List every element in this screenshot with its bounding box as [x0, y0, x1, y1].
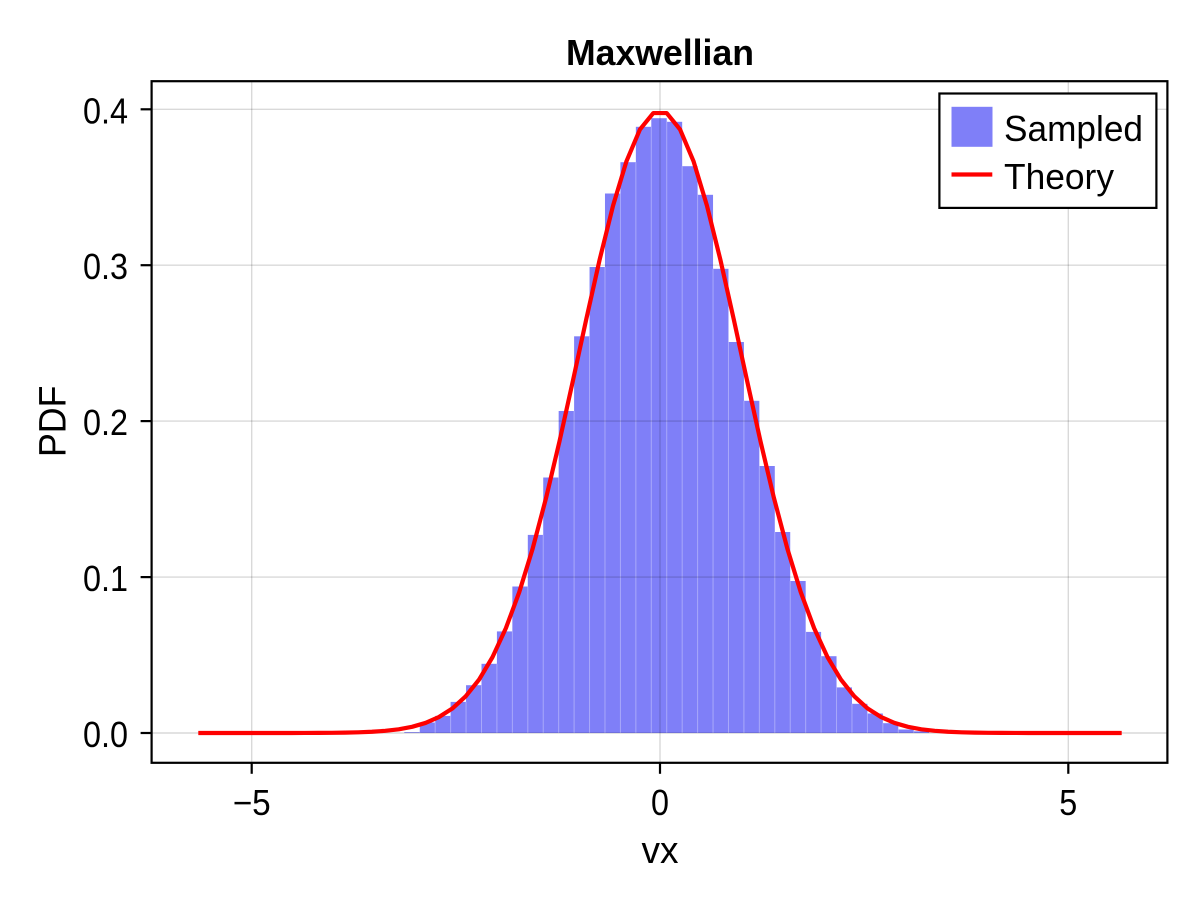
svg-text:Theory: Theory: [1004, 156, 1114, 197]
svg-text:PDF: PDF: [33, 386, 75, 458]
svg-text:vx: vx: [642, 830, 679, 872]
svg-text:5: 5: [1059, 782, 1077, 823]
svg-text:0.2: 0.2: [83, 402, 128, 443]
svg-text:0.4: 0.4: [83, 90, 128, 131]
svg-text:0.0: 0.0: [83, 714, 128, 755]
svg-text:0.1: 0.1: [83, 558, 128, 599]
svg-text:−5: −5: [233, 782, 271, 823]
svg-text:Maxwellian: Maxwellian: [566, 32, 754, 73]
svg-text:0: 0: [651, 782, 669, 823]
svg-text:Sampled: Sampled: [1004, 108, 1143, 149]
svg-text:0.3: 0.3: [83, 246, 128, 287]
